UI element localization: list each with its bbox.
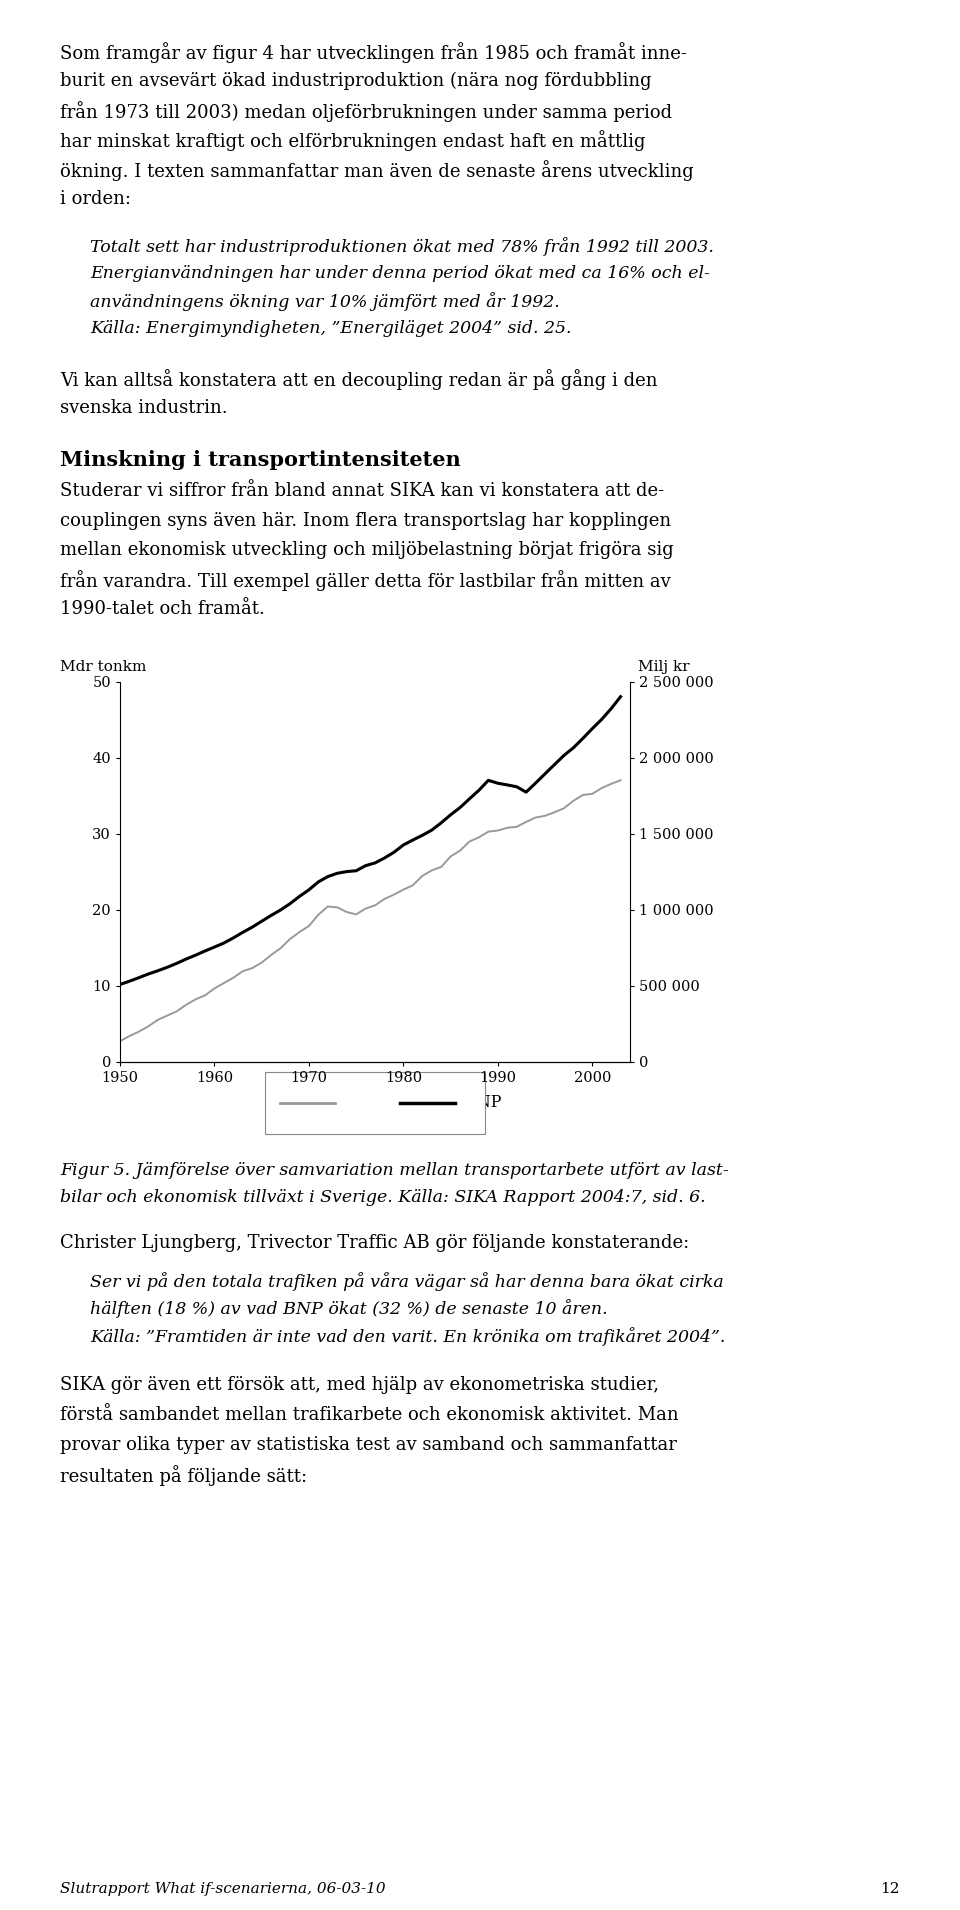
Text: Totalt sett har industriproduktionen ökat med 78% från 1992 till 2003.: Totalt sett har industriproduktionen öka… (90, 237, 714, 256)
Text: Källa: Energimyndigheten, ”Energiläget 2004” sid. 25.: Källa: Energimyndigheten, ”Energiläget 2… (90, 319, 571, 336)
Text: provar olika typer av statistiska test av samband och sammanfattar: provar olika typer av statistiska test a… (60, 1436, 677, 1454)
Text: Energianvändningen har under denna period ökat med ca 16% och el-: Energianvändningen har under denna perio… (90, 264, 709, 281)
Text: bilar och ekonomisk tillväxt i Sverige. Källa: SIKA Rapport 2004:7, sid. 6.: bilar och ekonomisk tillväxt i Sverige. … (60, 1190, 706, 1205)
Text: Vi kan alltså konstatera att en decoupling redan är på gång i den: Vi kan alltså konstatera att en decoupli… (60, 369, 658, 390)
Text: ökning. I texten sammanfattar man även de senaste årens utveckling: ökning. I texten sammanfattar man även d… (60, 160, 694, 181)
Text: förstå sambandet mellan trafikarbete och ekonomisk aktivitet. Man: förstå sambandet mellan trafikarbete och… (60, 1406, 679, 1425)
Text: BNP: BNP (465, 1094, 501, 1112)
Text: SIKA gör även ett försök att, med hjälp av ekonometriska studier,: SIKA gör även ett försök att, med hjälp … (60, 1377, 659, 1394)
Text: hälften (18 %) av vad BNP ökat (32 %) de senaste 10 åren.: hälften (18 %) av vad BNP ökat (32 %) de… (90, 1299, 608, 1318)
Text: burit en avsevärt ökad industriproduktion (nära nog fördubbling: burit en avsevärt ökad industriproduktio… (60, 71, 652, 90)
Text: mellan ekonomisk utveckling och miljöbelastning börjat frigöra sig: mellan ekonomisk utveckling och miljöbel… (60, 541, 674, 560)
Text: från 1973 till 2003) medan oljeförbrukningen under samma period: från 1973 till 2003) medan oljeförbrukni… (60, 101, 672, 122)
Text: Minskning i transportintensiteten: Minskning i transportintensiteten (60, 451, 461, 470)
Text: Som framgår av figur 4 har utvecklingen från 1985 och framåt inne-: Som framgår av figur 4 har utvecklingen … (60, 42, 686, 63)
Text: Figur 5. Jämförelse över samvariation mellan transportarbete utfört av last-: Figur 5. Jämförelse över samvariation me… (60, 1161, 729, 1178)
Text: Källa: ”Framtiden är inte vad den varit. En krönika om trafikåret 2004”.: Källa: ”Framtiden är inte vad den varit.… (90, 1327, 726, 1347)
Text: Slutrapport What if-scenarierna, 06-03-10: Slutrapport What if-scenarierna, 06-03-1… (60, 1881, 386, 1897)
Text: Studerar vi siffror från bland annat SIKA kan vi konstatera att de-: Studerar vi siffror från bland annat SIK… (60, 481, 664, 500)
Text: Ser vi på den totala trafiken på våra vägar så har denna bara ökat cirka: Ser vi på den totala trafiken på våra vä… (90, 1272, 724, 1291)
Text: Christer Ljungberg, Trivector Traffic AB gör följande konstaterande:: Christer Ljungberg, Trivector Traffic AB… (60, 1234, 689, 1253)
Text: 1990-talet och framåt.: 1990-talet och framåt. (60, 600, 265, 619)
Text: svenska industrin.: svenska industrin. (60, 399, 228, 416)
Text: har minskat kraftigt och elförbrukningen endast haft en måttlig: har minskat kraftigt och elförbrukningen… (60, 130, 645, 151)
Text: resultaten på följande sätt:: resultaten på följande sätt: (60, 1465, 307, 1486)
Text: i orden:: i orden: (60, 189, 131, 208)
Text: från varandra. Till exempel gäller detta för lastbilar från mitten av: från varandra. Till exempel gäller detta… (60, 571, 671, 592)
Text: Lastbil: Lastbil (345, 1094, 400, 1112)
Text: användningens ökning var 10% jämfört med år 1992.: användningens ökning var 10% jämfört med… (90, 292, 560, 311)
Text: Milj kr: Milj kr (638, 659, 689, 674)
Text: 12: 12 (880, 1881, 900, 1897)
Text: Mdr tonkm: Mdr tonkm (60, 659, 146, 674)
Text: couplingen syns även här. Inom flera transportslag har kopplingen: couplingen syns även här. Inom flera tra… (60, 512, 671, 529)
Bar (265, 1072, 485, 1133)
